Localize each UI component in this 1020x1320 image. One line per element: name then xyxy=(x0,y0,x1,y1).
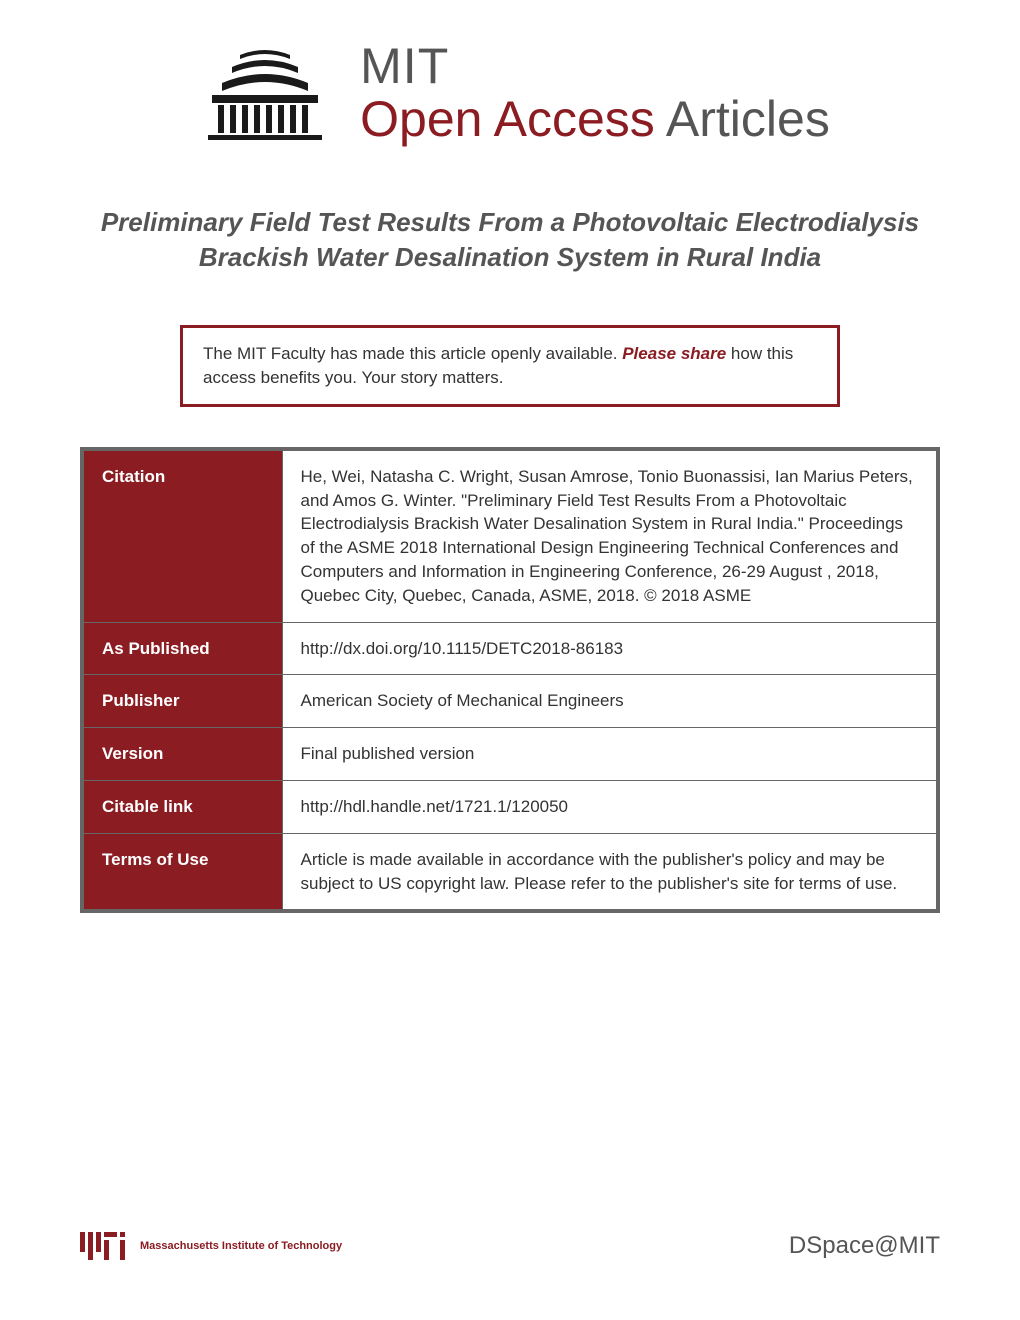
article-title: Preliminary Field Test Results From a Ph… xyxy=(80,205,940,275)
terms-value: Article is made available in accordance … xyxy=(282,833,938,911)
citation-label: Citation xyxy=(82,449,282,622)
logo-open-access-text: Open Access Articles xyxy=(360,93,830,146)
dome-icon xyxy=(190,43,340,143)
terms-label: Terms of Use xyxy=(82,833,282,911)
mit-bars-icon xyxy=(80,1232,130,1260)
as-published-value[interactable]: http://dx.doi.org/10.1115/DETC2018-86183 xyxy=(282,622,938,675)
mit-institution-name: Massachusetts Institute of Technology xyxy=(140,1240,342,1252)
as-published-label: As Published xyxy=(82,622,282,675)
version-label: Version xyxy=(82,728,282,781)
table-row: Version Final published version xyxy=(82,728,938,781)
mit-footer-logo: Massachusetts Institute of Technology xyxy=(80,1232,342,1260)
table-row: As Published http://dx.doi.org/10.1115/D… xyxy=(82,622,938,675)
dspace-label: DSpace@MIT xyxy=(789,1232,940,1260)
logo-articles-text: Articles xyxy=(655,91,830,147)
publisher-label: Publisher xyxy=(82,675,282,728)
table-row: Citable link http://hdl.handle.net/1721.… xyxy=(82,780,938,833)
logo-text: MIT Open Access Articles xyxy=(360,40,830,145)
table-row: Publisher American Society of Mechanical… xyxy=(82,675,938,728)
table-row: Citation He, Wei, Natasha C. Wright, Sus… xyxy=(82,449,938,622)
version-value: Final published version xyxy=(282,728,938,781)
citable-link-label: Citable link xyxy=(82,780,282,833)
metadata-table: Citation He, Wei, Natasha C. Wright, Sus… xyxy=(80,447,940,914)
logo-open-access-bold: Open Access xyxy=(360,91,655,147)
share-box: The MIT Faculty has made this article op… xyxy=(180,325,840,407)
logo-mit-text: MIT xyxy=(360,40,830,93)
publisher-value: American Society of Mechanical Engineers xyxy=(282,675,938,728)
citation-value: He, Wei, Natasha C. Wright, Susan Amrose… xyxy=(282,449,938,622)
share-text-before: The MIT Faculty has made this article op… xyxy=(203,344,622,363)
footer: Massachusetts Institute of Technology DS… xyxy=(80,1232,940,1260)
table-row: Terms of Use Article is made available i… xyxy=(82,833,938,911)
header-logo: MIT Open Access Articles xyxy=(80,40,940,145)
citable-link-value[interactable]: http://hdl.handle.net/1721.1/120050 xyxy=(282,780,938,833)
please-share-link[interactable]: Please share xyxy=(622,344,726,363)
